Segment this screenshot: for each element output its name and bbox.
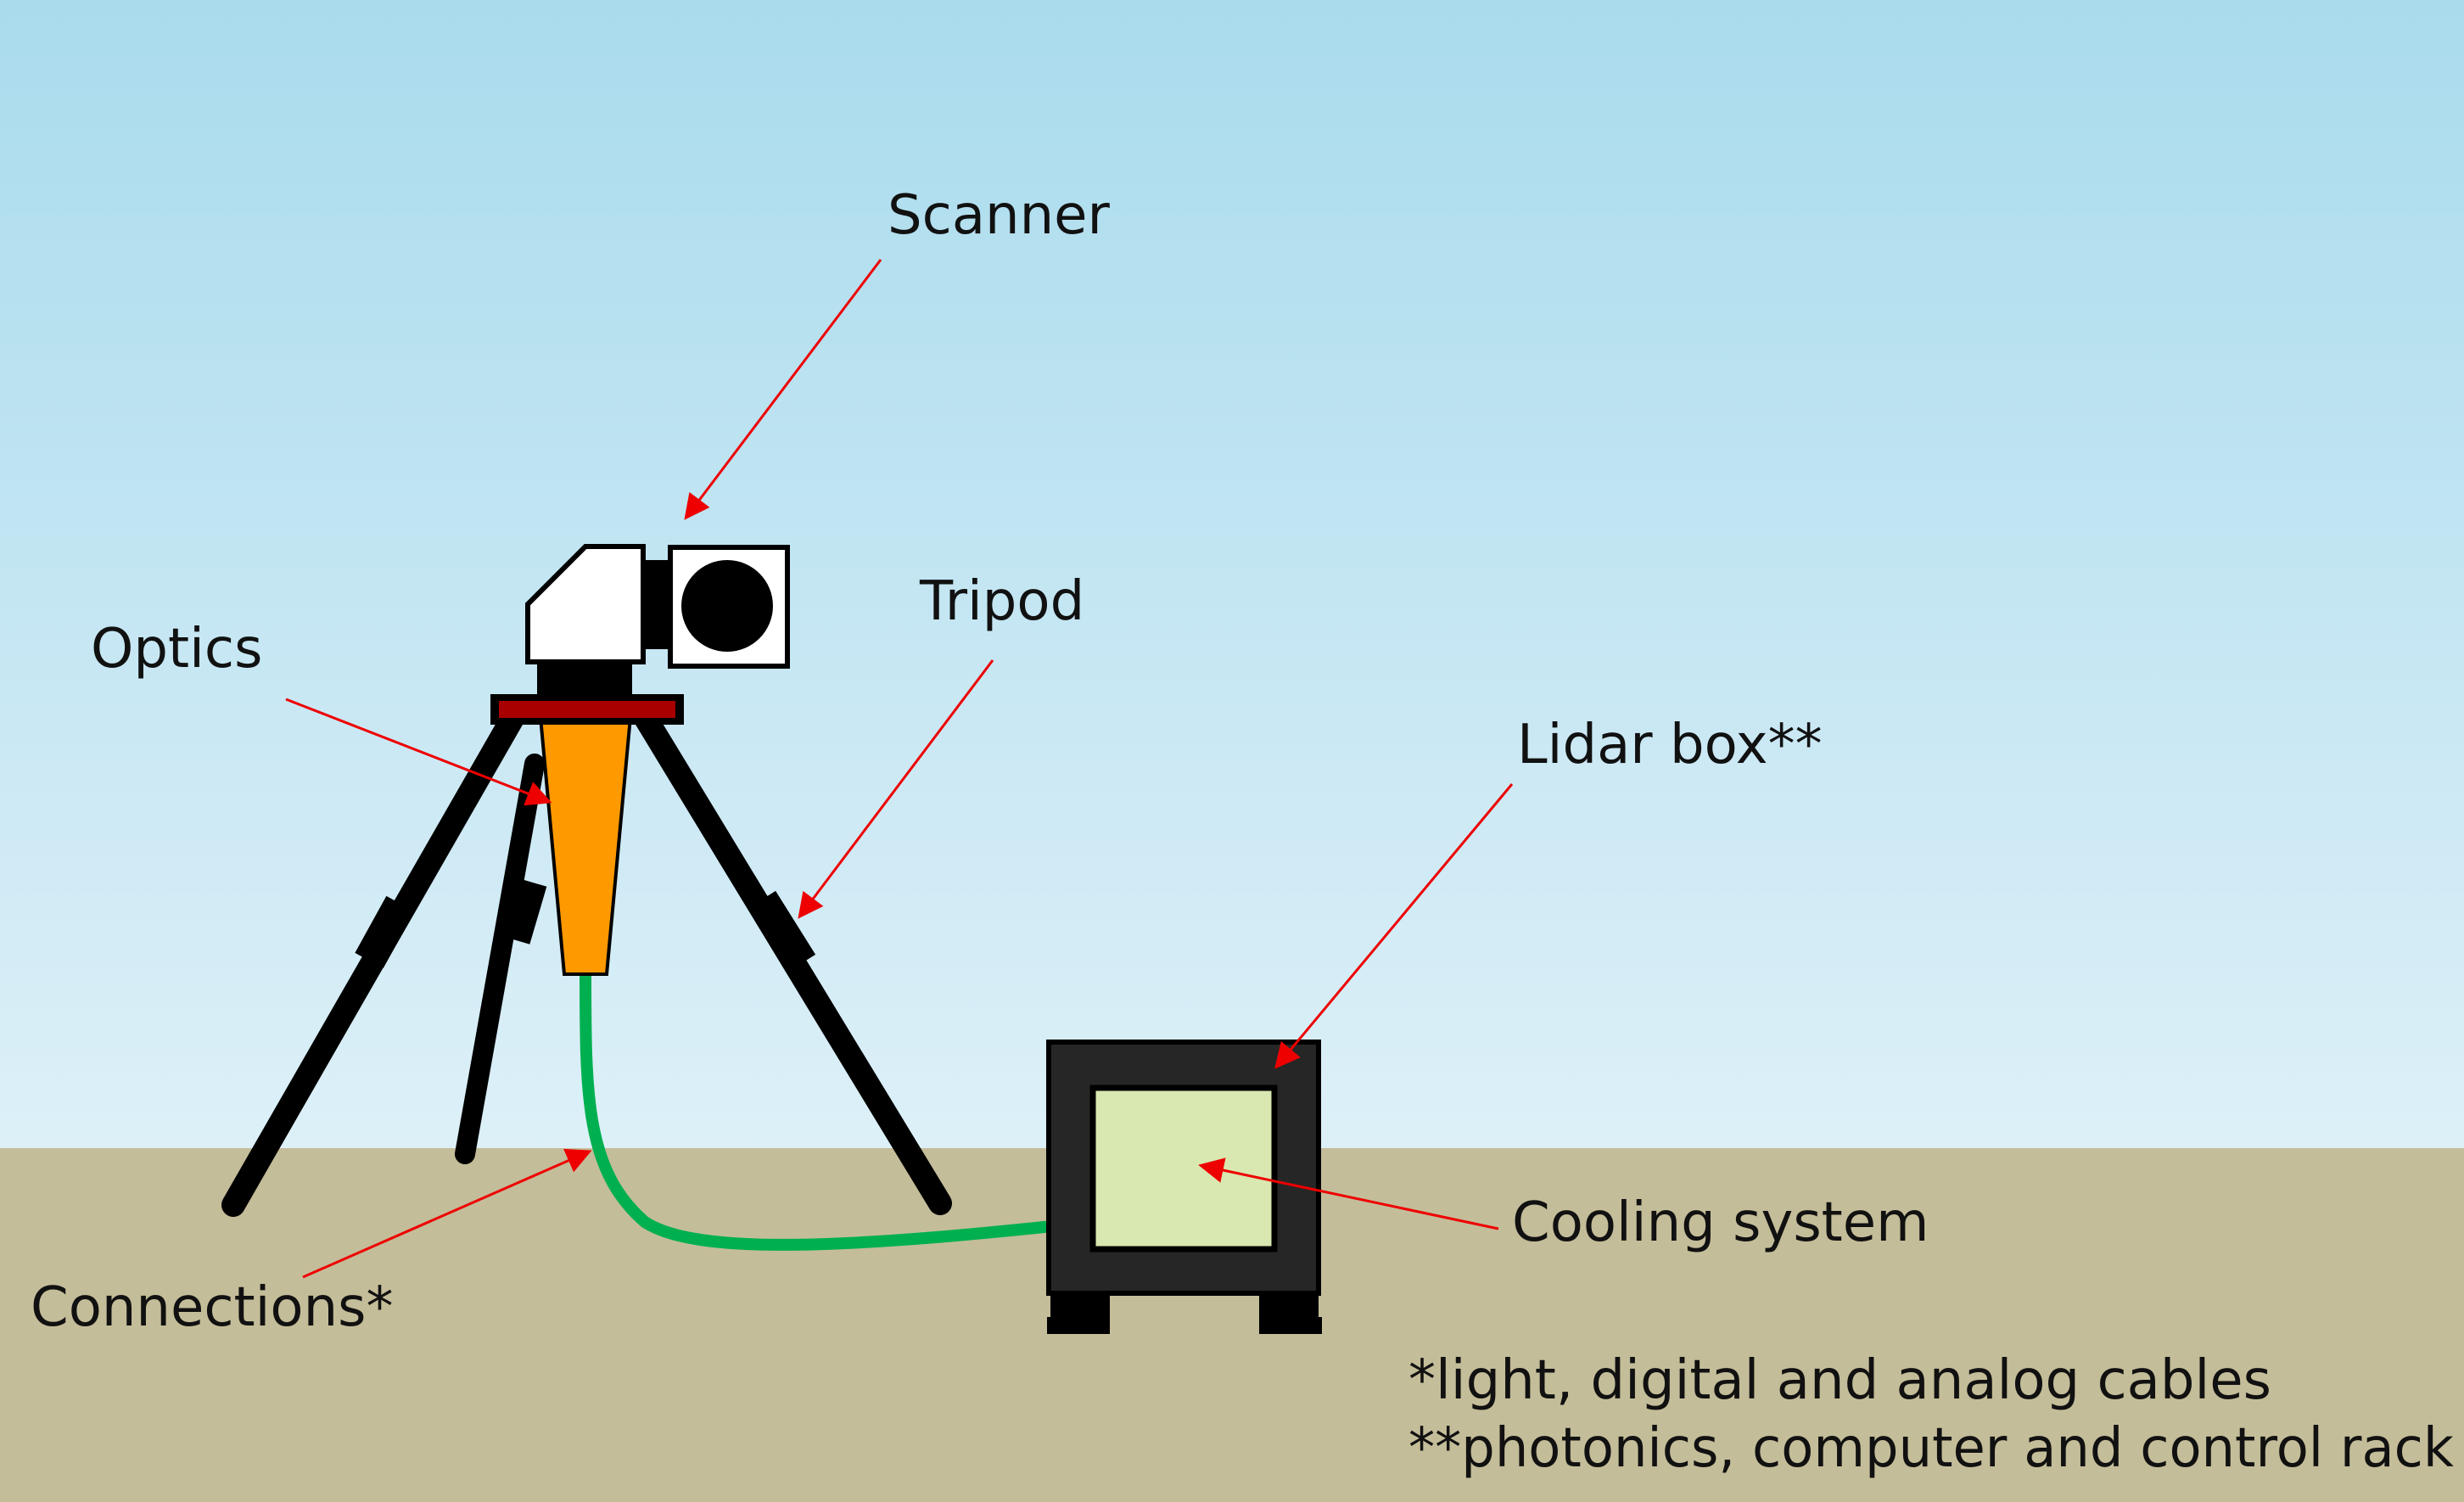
scanner-body xyxy=(525,544,646,664)
tripod-back-leg-clamp xyxy=(501,878,547,944)
scanner-icon xyxy=(525,544,790,698)
cooling-panel xyxy=(1089,1084,1278,1253)
connection-cable xyxy=(580,966,1058,1251)
connections-arrow xyxy=(302,1148,592,1279)
cooling-system-arrow xyxy=(1198,1157,1499,1230)
optics-label: Optics xyxy=(91,618,262,681)
scanner-arrow xyxy=(684,259,882,520)
connections-label: Connections* xyxy=(31,1276,393,1339)
tripod-arrow xyxy=(798,659,994,919)
tripod xyxy=(221,705,952,1217)
sky xyxy=(0,0,2464,1150)
lidar-box-arrow xyxy=(1274,783,1514,1069)
tripod-right-leg-clamp xyxy=(748,890,816,972)
pointer-arrows xyxy=(285,259,1514,1279)
footnote-rack: **photonics, computer and control rack xyxy=(1408,1417,2454,1480)
lidar-box-foot-right-base xyxy=(1259,1317,1322,1334)
tripod-back-leg xyxy=(455,754,545,1164)
footnote-cables: *light, digital and analog cables xyxy=(1408,1349,2271,1412)
lidar-box-icon xyxy=(1046,1040,1322,1334)
tripod-label: Tripod xyxy=(919,570,1084,633)
lidar-box-label: Lidar box** xyxy=(1517,714,1823,776)
scanner-label: Scanner xyxy=(888,184,1111,247)
tripod-head-stripe xyxy=(499,701,675,718)
scanner-lens xyxy=(681,560,773,652)
scanner-mount xyxy=(537,660,632,698)
tripod-left-leg-clamp xyxy=(355,895,415,969)
lidar-box-foot-left-base xyxy=(1047,1317,1110,1334)
optics-arrow xyxy=(285,698,552,806)
cooling-system-label: Cooling system xyxy=(1512,1191,1929,1254)
